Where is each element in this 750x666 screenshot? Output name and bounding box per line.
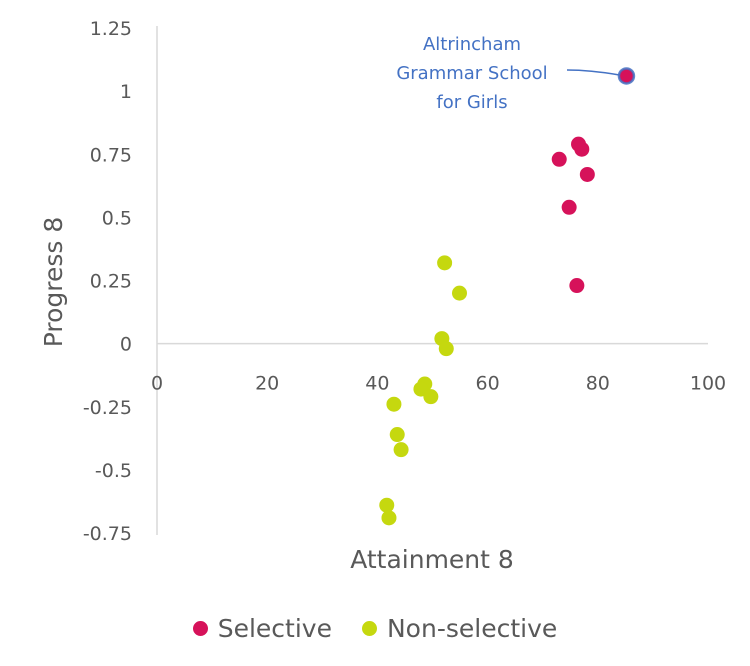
data-point-non-selective[interactable]	[423, 389, 439, 405]
annotation-point	[623, 72, 630, 80]
legend-label-selective: Selective	[217, 613, 332, 643]
legend-swatch-selective	[192, 620, 208, 636]
annotation-leader-line	[566, 69, 620, 76]
data-points	[379, 68, 634, 526]
data-point-non-selective[interactable]	[379, 497, 395, 513]
legend-item-selective[interactable]: Selective	[192, 613, 332, 643]
y-tick-label: 0.75	[90, 144, 132, 166]
legend-swatch-non-selective	[361, 620, 377, 636]
legend-label-non-selective: Non-selective	[386, 613, 558, 643]
x-tick-label: 0	[151, 373, 163, 395]
data-point-non-selective[interactable]	[386, 396, 402, 412]
y-tick-label: 0.5	[102, 207, 132, 229]
data-point-non-selective[interactable]	[451, 285, 467, 301]
annotation-label-line: for Girls	[436, 92, 507, 113]
y-tick-label: -0.75	[83, 523, 132, 545]
scatter-chart: 1.25 1 0.75 0.5 0.25 0 -0.25 -0.5 -0.75 0 20 40 60 8…	[39, 18, 726, 574]
data-point-non-selective[interactable]	[438, 341, 454, 357]
y-axis-title: Progress 8	[39, 217, 68, 348]
annotations: Altrincham Grammar School for Girls	[396, 34, 636, 113]
x-tick-label: 20	[255, 373, 279, 395]
y-tick-labels: 1.25 1 0.75 0.5 0.25 0 -0.25 -0.5 -0.75	[83, 18, 132, 545]
y-tick-label: -0.5	[95, 460, 132, 482]
data-point-selective[interactable]	[561, 199, 577, 215]
data-point-non-selective[interactable]	[389, 427, 405, 443]
data-point-non-selective[interactable]	[437, 255, 453, 271]
legend-item-non-selective[interactable]: Non-selective	[361, 613, 558, 643]
y-tick-label: 0	[120, 334, 132, 356]
x-tick-label: 100	[690, 373, 726, 395]
x-axis-title: Attainment 8	[350, 545, 514, 574]
y-tick-label: 0.25	[90, 271, 132, 293]
data-point-selective[interactable]	[569, 278, 585, 294]
axes	[156, 26, 708, 535]
x-tick-label: 60	[476, 373, 500, 395]
data-point-non-selective[interactable]	[393, 442, 409, 458]
x-tick-label: 80	[586, 373, 610, 395]
y-tick-label: 1	[120, 81, 132, 103]
annotation-label-line: Grammar School	[396, 63, 547, 84]
x-tick-label: 40	[365, 373, 389, 395]
data-point-selective[interactable]	[574, 141, 590, 157]
data-point-selective[interactable]	[579, 166, 595, 182]
data-point-selective[interactable]	[551, 151, 567, 167]
y-tick-label: -0.25	[83, 397, 132, 419]
legend: Selective Non-selective	[0, 610, 750, 646]
annotation-highlight-ring	[617, 67, 636, 85]
annotation-label-line: Altrincham	[423, 34, 521, 55]
y-tick-label: 1.25	[90, 18, 132, 40]
x-tick-labels: 0 20 40 60 80 100	[151, 373, 726, 395]
data-point-non-selective[interactable]	[381, 510, 397, 526]
